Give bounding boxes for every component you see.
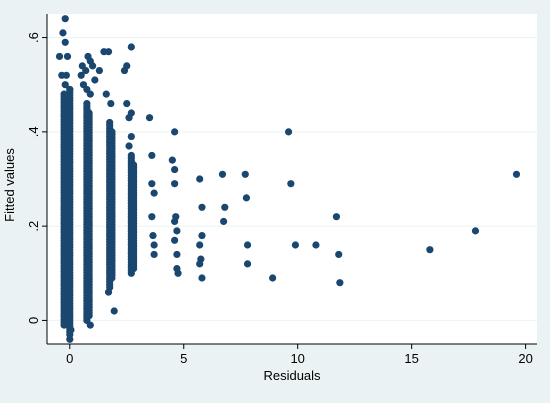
y-tick-label: 0 (26, 317, 41, 324)
y-axis-title: Fitted values (2, 148, 17, 222)
data-point (198, 274, 206, 282)
data-point (198, 231, 206, 240)
data-point (60, 90, 68, 98)
data-point (55, 52, 64, 61)
data-point (269, 274, 277, 282)
x-tick-label: 15 (404, 351, 418, 366)
data-point (82, 66, 90, 75)
x-tick-label: 20 (518, 351, 532, 366)
data-points (55, 15, 521, 343)
data-point (102, 90, 110, 98)
data-point (85, 109, 93, 117)
data-point (148, 151, 156, 160)
data-point (67, 326, 75, 334)
data-point (149, 231, 157, 240)
data-point (83, 99, 91, 108)
data-point (61, 38, 69, 46)
data-point (512, 170, 521, 178)
data-point (88, 62, 97, 70)
data-point (86, 90, 94, 98)
data-point (173, 227, 181, 235)
data-point (220, 217, 228, 226)
data-point (174, 269, 182, 277)
y-tick-label: .2 (26, 221, 41, 232)
data-point (148, 180, 156, 188)
data-point (173, 250, 181, 259)
data-point (335, 250, 343, 259)
data-point (91, 76, 99, 84)
data-point (196, 260, 204, 268)
data-point (150, 189, 158, 197)
data-point (243, 241, 252, 249)
data-point (243, 260, 252, 268)
data-point (110, 307, 118, 315)
data-point (104, 288, 113, 296)
x-tick-label: 0 (66, 351, 73, 366)
data-point (471, 227, 480, 235)
data-point (221, 203, 229, 211)
data-point (77, 71, 85, 79)
data-point (336, 279, 344, 287)
data-point (104, 48, 113, 56)
data-point (150, 250, 158, 259)
data-point (426, 246, 434, 254)
data-point (196, 175, 204, 183)
data-point (171, 180, 179, 188)
data-point (108, 128, 116, 136)
data-point (168, 156, 176, 164)
data-point (66, 85, 74, 94)
data-point (332, 213, 341, 221)
data-point (171, 128, 179, 136)
data-point (123, 62, 131, 70)
data-point (106, 118, 114, 127)
data-point (127, 109, 135, 117)
data-point (291, 241, 300, 249)
data-point (62, 71, 70, 79)
data-point (171, 236, 179, 244)
data-point (284, 128, 293, 136)
x-tick-label: 5 (180, 351, 187, 366)
data-point (171, 165, 179, 174)
data-point (127, 151, 135, 160)
data-point (123, 99, 131, 108)
data-point (127, 43, 135, 51)
data-point (127, 132, 135, 141)
data-point (241, 170, 249, 178)
data-point (145, 114, 154, 122)
data-point (61, 15, 69, 23)
y-tick-label: .6 (26, 32, 41, 43)
data-point (150, 241, 158, 249)
data-point (172, 213, 180, 221)
x-axis-title: Residuals (263, 368, 321, 383)
data-point (242, 194, 251, 202)
y-tick-label: .4 (26, 126, 41, 137)
data-point (95, 66, 104, 75)
data-point (218, 170, 227, 178)
data-point (130, 161, 138, 169)
data-point (148, 213, 156, 221)
y-axis-ticks: 0 .2 .4 .6 (26, 32, 47, 324)
data-point (198, 203, 206, 211)
plot-area (47, 14, 537, 344)
data-point (86, 321, 94, 329)
x-axis-ticks: 0 5 10 15 20 (66, 344, 533, 366)
data-point (107, 99, 115, 108)
data-point (63, 52, 72, 61)
data-point (287, 180, 295, 188)
x-tick-label: 10 (290, 351, 304, 366)
data-point (196, 241, 204, 249)
data-point (125, 142, 133, 150)
data-point (61, 81, 69, 89)
data-point (312, 241, 320, 249)
data-point (59, 29, 67, 37)
data-point (66, 335, 74, 343)
